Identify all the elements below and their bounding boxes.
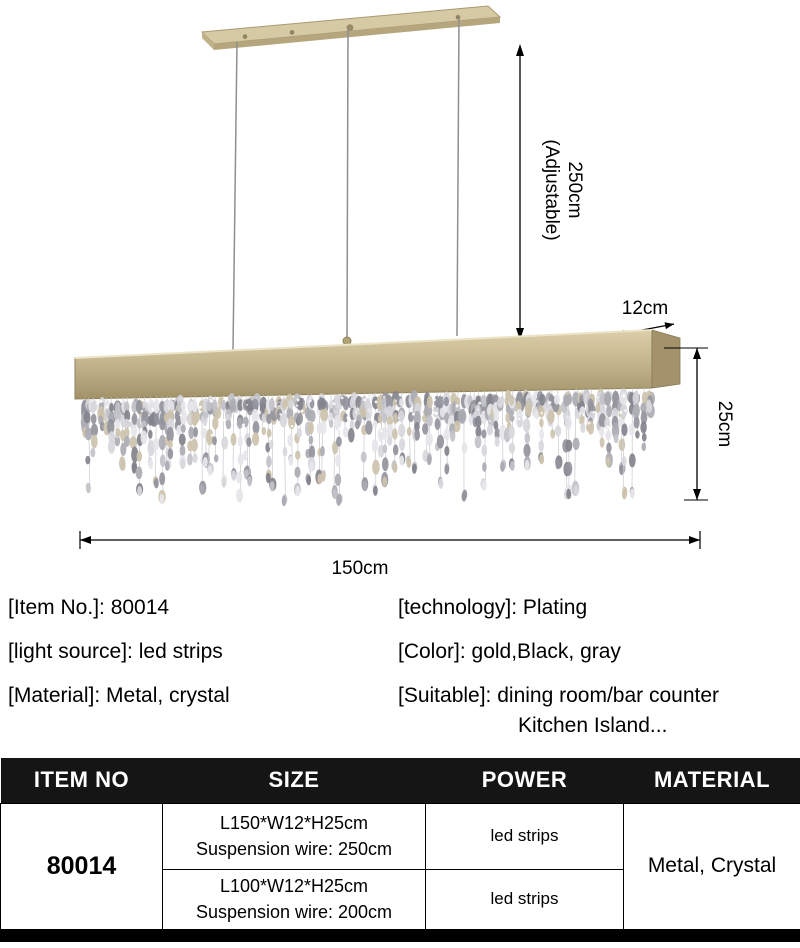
specs-left-column: [Item No.]: 80014 [light source]: led st… <box>8 597 388 729</box>
specs-right-column: [technology]: Plating [Color]: gold,Blac… <box>398 597 798 759</box>
fixture-body <box>74 329 681 400</box>
ceiling-plate <box>200 5 502 50</box>
size-wire: Suspension wire: 200cm <box>195 902 393 922</box>
spec-suitable-continued: Kitchen Island... <box>518 714 668 737</box>
power-cell: led strips <box>425 802 624 870</box>
spec-material: [Material]: Metal, crystal <box>8 684 230 707</box>
dim-height: 25cm <box>664 347 735 501</box>
table-row: L100*W12*H25cm Suspension wire: 200cm le… <box>1 868 800 936</box>
crystal-drops <box>80 387 656 507</box>
dim-adjustable-label: (Adjustable) <box>541 139 562 240</box>
screw-dot <box>242 34 248 39</box>
dim-depth-label: 12cm <box>622 298 668 319</box>
size-dimensions: L100*W12*H25cm <box>219 875 369 896</box>
spec-item-no: [Item No.]: 80014 <box>8 596 170 619</box>
col-header-size: SIZE <box>162 758 426 803</box>
dim-suspension-label: 250cm <box>564 161 585 218</box>
dim-suspension: 250cm (Adjustable) <box>516 44 585 340</box>
spec-color: [Color]: gold,Black, gray <box>398 640 621 663</box>
power-cell: led strips <box>425 868 624 936</box>
suspension-wires <box>232 17 460 351</box>
col-header-power: POWER <box>425 758 624 803</box>
dim-length-label: 150cm <box>331 558 388 579</box>
material-cell: Metal, Crystal <box>623 802 800 936</box>
screw-dot <box>289 30 295 35</box>
spec-technology: [technology]: Plating <box>398 596 588 619</box>
spec-light-source: [light source]: led strips <box>8 640 223 663</box>
size-wire: Suspension wire: 250cm <box>195 839 393 859</box>
spec-table: ITEM NO SIZE POWER MATERIAL 80014 L150*W… <box>0 758 800 942</box>
size-dimensions: L150*W12*H25cm <box>219 812 369 833</box>
dim-length: 150cm <box>79 531 701 579</box>
chandelier-illustration: 250cm (Adjustable) 12cm 25cm <box>74 5 735 579</box>
item-no-cell: 80014 <box>0 802 163 936</box>
table-row: 80014 L150*W12*H25cm Suspension wire: 25… <box>0 802 800 936</box>
col-header-material: MATERIAL <box>623 758 800 803</box>
size-cell: L150*W12*H25cm Suspension wire: 250cm <box>162 802 426 870</box>
col-header-item-no: ITEM NO <box>0 758 163 803</box>
spec-suitable: [Suitable]: dining room/bar counter <box>398 684 720 707</box>
dim-height-label: 25cm <box>714 401 735 447</box>
size-cell: L100*W12*H25cm Suspension wire: 200cm <box>162 868 426 936</box>
table-header-row: ITEM NO SIZE POWER MATERIAL <box>0 758 800 803</box>
